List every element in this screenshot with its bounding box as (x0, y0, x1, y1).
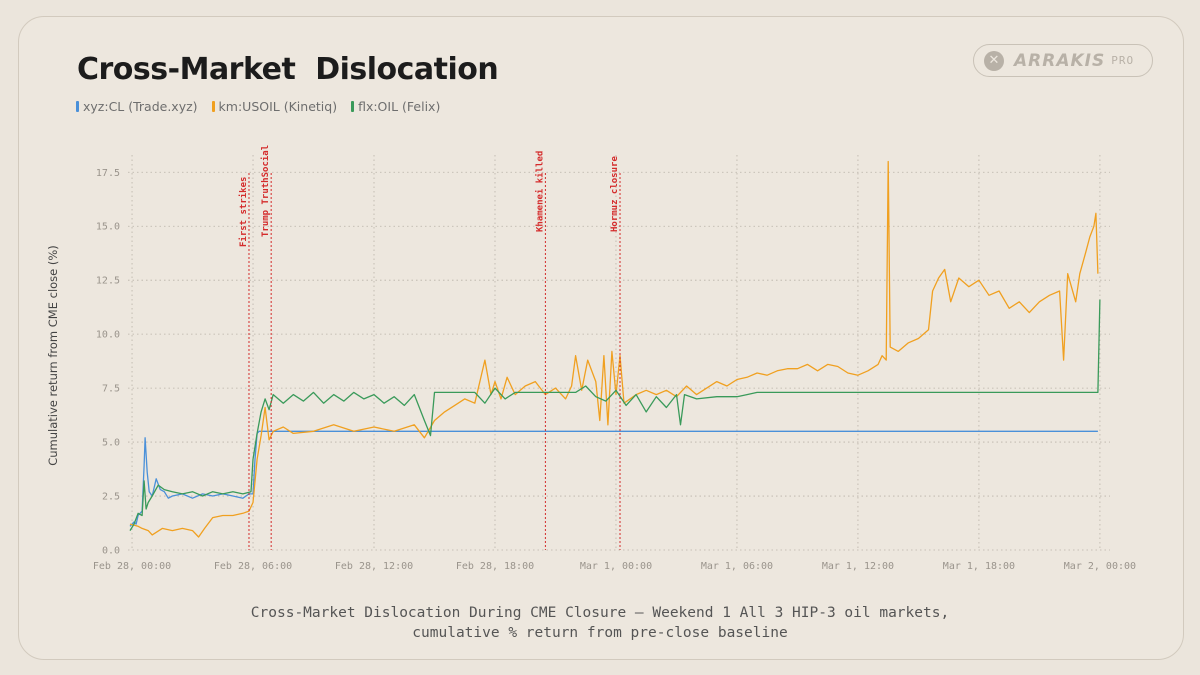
legend-swatch-xyz-cl (76, 101, 79, 112)
legend-swatch-flx-oil (351, 101, 355, 112)
series-line-2 (129, 299, 1101, 531)
caption-line-2: cumulative % return from pre-close basel… (412, 625, 788, 641)
x-tick-label: Feb 28, 00:00 (93, 561, 171, 572)
x-tick-label: Mar 1, 18:00 (943, 561, 1015, 572)
legend-item-xyz-cl: xyz:CL (Trade.xyz) (76, 99, 198, 114)
caption-line-1: Cross-Market Dislocation During CME Clos… (250, 605, 950, 621)
x-tick-label: Mar 1, 00:00 (580, 561, 652, 572)
event-label: Khamenei killed (534, 151, 545, 232)
brand-badge: ✕ ARRAKIS PRO (973, 44, 1153, 77)
legend: xyz:CL (Trade.xyz) km:USOIL (Kinetiq) fl… (76, 99, 440, 114)
x-tick-label: Mar 1, 12:00 (822, 561, 894, 572)
x-tick-label: Mar 2, 00:00 (1064, 561, 1136, 572)
y-tick-label: 10.0 (96, 330, 120, 341)
legend-item-km-usoil: km:USOIL (Kinetiq) (211, 99, 338, 114)
x-tick-label: Feb 28, 12:00 (335, 561, 413, 572)
y-tick-label: 0.0 (102, 546, 120, 557)
x-tick-label: Mar 1, 06:00 (701, 561, 773, 572)
series-line-0 (129, 430, 1098, 527)
event-label: Trump TruthSocial (260, 145, 271, 237)
chart-title: Cross-Market Dislocation (77, 52, 499, 87)
chart-card (18, 16, 1184, 660)
brand-name: ARRAKIS (1014, 50, 1106, 71)
y-tick-label: 2.5 (102, 492, 120, 503)
series-line-1 (129, 160, 1099, 538)
y-tick-label: 15.0 (96, 222, 120, 233)
y-axis-label: Cumulative return from CME close (%) (46, 245, 60, 466)
y-tick-label: 12.5 (96, 276, 120, 287)
chart-caption: Cross-Market Dislocation During CME Clos… (0, 603, 1200, 643)
y-tick-label: 17.5 (96, 168, 120, 179)
event-label: First strikes (238, 177, 249, 247)
legend-item-flx-oil: flx:OIL (Felix) (351, 99, 440, 114)
x-tick-label: Feb 28, 06:00 (214, 561, 292, 572)
legend-label-flx-oil: flx:OIL (Felix) (358, 99, 441, 114)
legend-swatch-km-usoil (211, 101, 215, 112)
legend-label-km-usoil: km:USOIL (Kinetiq) (218, 99, 338, 114)
x-tick-label: Feb 28, 18:00 (456, 561, 534, 572)
legend-label-xyz-cl: xyz:CL (Trade.xyz) (83, 99, 198, 114)
close-x-icon: ✕ (984, 50, 1004, 71)
y-tick-label: 7.5 (102, 384, 120, 395)
brand-tier: PRO (1111, 54, 1135, 67)
event-label: Hormuz closure (610, 156, 620, 232)
y-tick-label: 5.0 (102, 438, 120, 449)
